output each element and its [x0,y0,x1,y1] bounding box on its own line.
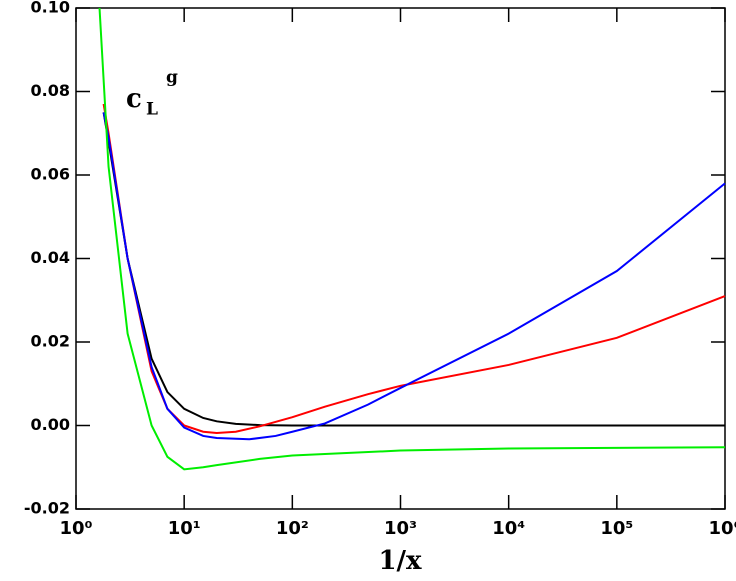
x-tick-label: 10¹ [168,518,201,539]
x-tick-label: 10⁶ [709,518,736,539]
x-tick-label: 10² [276,518,309,539]
line [98,7,726,471]
x-tick-label: 10⁴ [492,518,525,539]
y-tick-label: 0.08 [31,81,70,100]
line [102,103,726,435]
y-tick-label: -0.02 [24,499,70,518]
annotation-superscript: g [166,68,178,88]
x-axis-label: 1/x [378,546,422,576]
y-tick-label: 0.04 [31,248,70,267]
annotation-text: c [126,84,142,114]
y-tick-label: 0.00 [31,415,70,434]
x-tick-label: 10⁰ [60,518,93,539]
x-tick-label: 10⁵ [600,518,633,539]
y-tick-label: 0.10 [31,0,70,17]
x-tick-label: 10³ [384,518,417,539]
line [102,112,726,441]
line [102,112,725,427]
y-tick-label: 0.02 [31,332,70,351]
annotation: c L g [126,68,178,120]
y-tick-label: 0.06 [31,165,70,184]
annotation-subscript: L [146,100,158,120]
